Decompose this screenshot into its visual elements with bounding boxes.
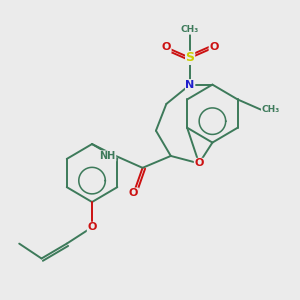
Text: CH₃: CH₃ bbox=[262, 105, 280, 114]
Text: O: O bbox=[129, 188, 138, 198]
Text: S: S bbox=[186, 51, 195, 64]
Text: N: N bbox=[185, 80, 195, 90]
Text: CH₃: CH₃ bbox=[181, 25, 199, 34]
Text: O: O bbox=[209, 43, 219, 52]
Text: O: O bbox=[162, 43, 171, 52]
Text: O: O bbox=[87, 222, 97, 232]
Text: NH: NH bbox=[100, 151, 116, 161]
Text: O: O bbox=[194, 158, 204, 168]
